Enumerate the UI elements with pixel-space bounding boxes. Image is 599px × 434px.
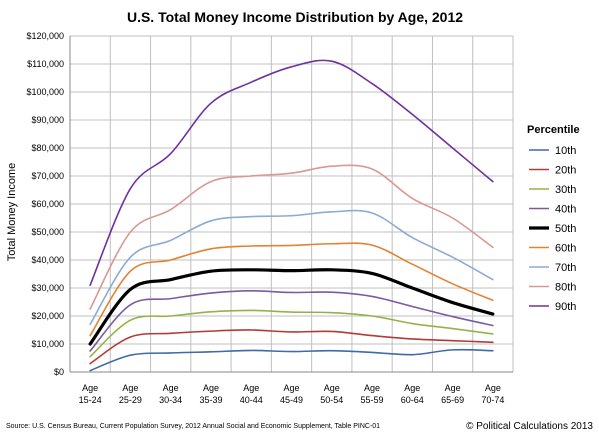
x-tick-label: Age 70-74 [481,383,504,405]
y-tick-label: $30,000 [31,283,64,293]
x-tick-label: Age 35-39 [199,383,222,405]
copyright-credit: © Political Calculations 2013 [466,421,593,432]
x-tick-label: Age 60-64 [401,383,424,405]
series-line-70th [89,209,494,326]
series-line-10th [89,348,494,372]
x-tick-label: Age 50-54 [320,383,343,405]
y-tick-label: $100,000 [26,87,64,97]
x-tick-label: Age 65-69 [441,383,464,405]
legend: Percentile 10th 20th 30th 40th 50th 60th 70th 8… [527,124,580,313]
y-tick-label: $50,000 [31,227,64,237]
legend-label-90th: 90th [555,301,576,313]
x-tick-label: Age 40-44 [240,383,263,405]
x-tick-label: Age 55-59 [361,383,384,405]
y-tick-label: $90,000 [31,115,64,125]
source-note: Source: U.S. Census Bureau, Current Popu… [6,423,380,430]
series-line-90th [89,59,494,286]
y-tick-label: $20,000 [31,311,64,321]
x-tick-label: Age 45-49 [280,383,303,405]
series-line-60th [89,242,494,337]
series-lines [88,59,495,372]
series-line-50th [88,268,495,346]
y-tick-label: $60,000 [31,199,64,209]
series-line-20th [89,329,494,365]
legend-label-80th: 80th [555,282,576,294]
x-tick-label: Age 30-34 [159,383,182,405]
y-tick-label: $70,000 [31,171,64,181]
gridlines [69,35,514,373]
legend-label-70th: 70th [555,262,576,274]
chart-title: U.S. Total Money Income Distribution by … [127,9,463,25]
series-line-30th [89,309,494,358]
y-tick-label: $120,000 [26,31,64,41]
x-tick-labels: Age 15-24 Age 25-29 Age 30-34 Age 35-39 Age 40-44… [79,383,505,405]
legend-label-40th: 40th [555,204,576,216]
axes [69,36,513,373]
y-tick-label: $0 [54,367,64,377]
series-line-80th [89,164,494,310]
x-tick-label: Age 15-24 [79,383,102,405]
y-axis-label: Total Money Income [6,163,18,261]
legend-label-50th: 50th [555,223,576,235]
y-tick-label: $80,000 [31,143,64,153]
y-tick-label: $40,000 [31,255,64,265]
legend-label-10th: 10th [555,145,576,157]
series-line-40th [89,289,494,352]
legend-title: Percentile [527,124,580,136]
legend-label-60th: 60th [555,243,576,255]
y-tick-label: $10,000 [31,339,64,349]
y-tick-labels: $0 $10,000 $20,000 $30,000 $40,000 $50,000 $60… [26,31,64,377]
x-tick-label: Age 25-29 [119,383,142,405]
legend-label-30th: 30th [555,184,576,196]
y-tick-label: $110,000 [27,59,64,69]
legend-label-20th: 20th [555,165,576,177]
